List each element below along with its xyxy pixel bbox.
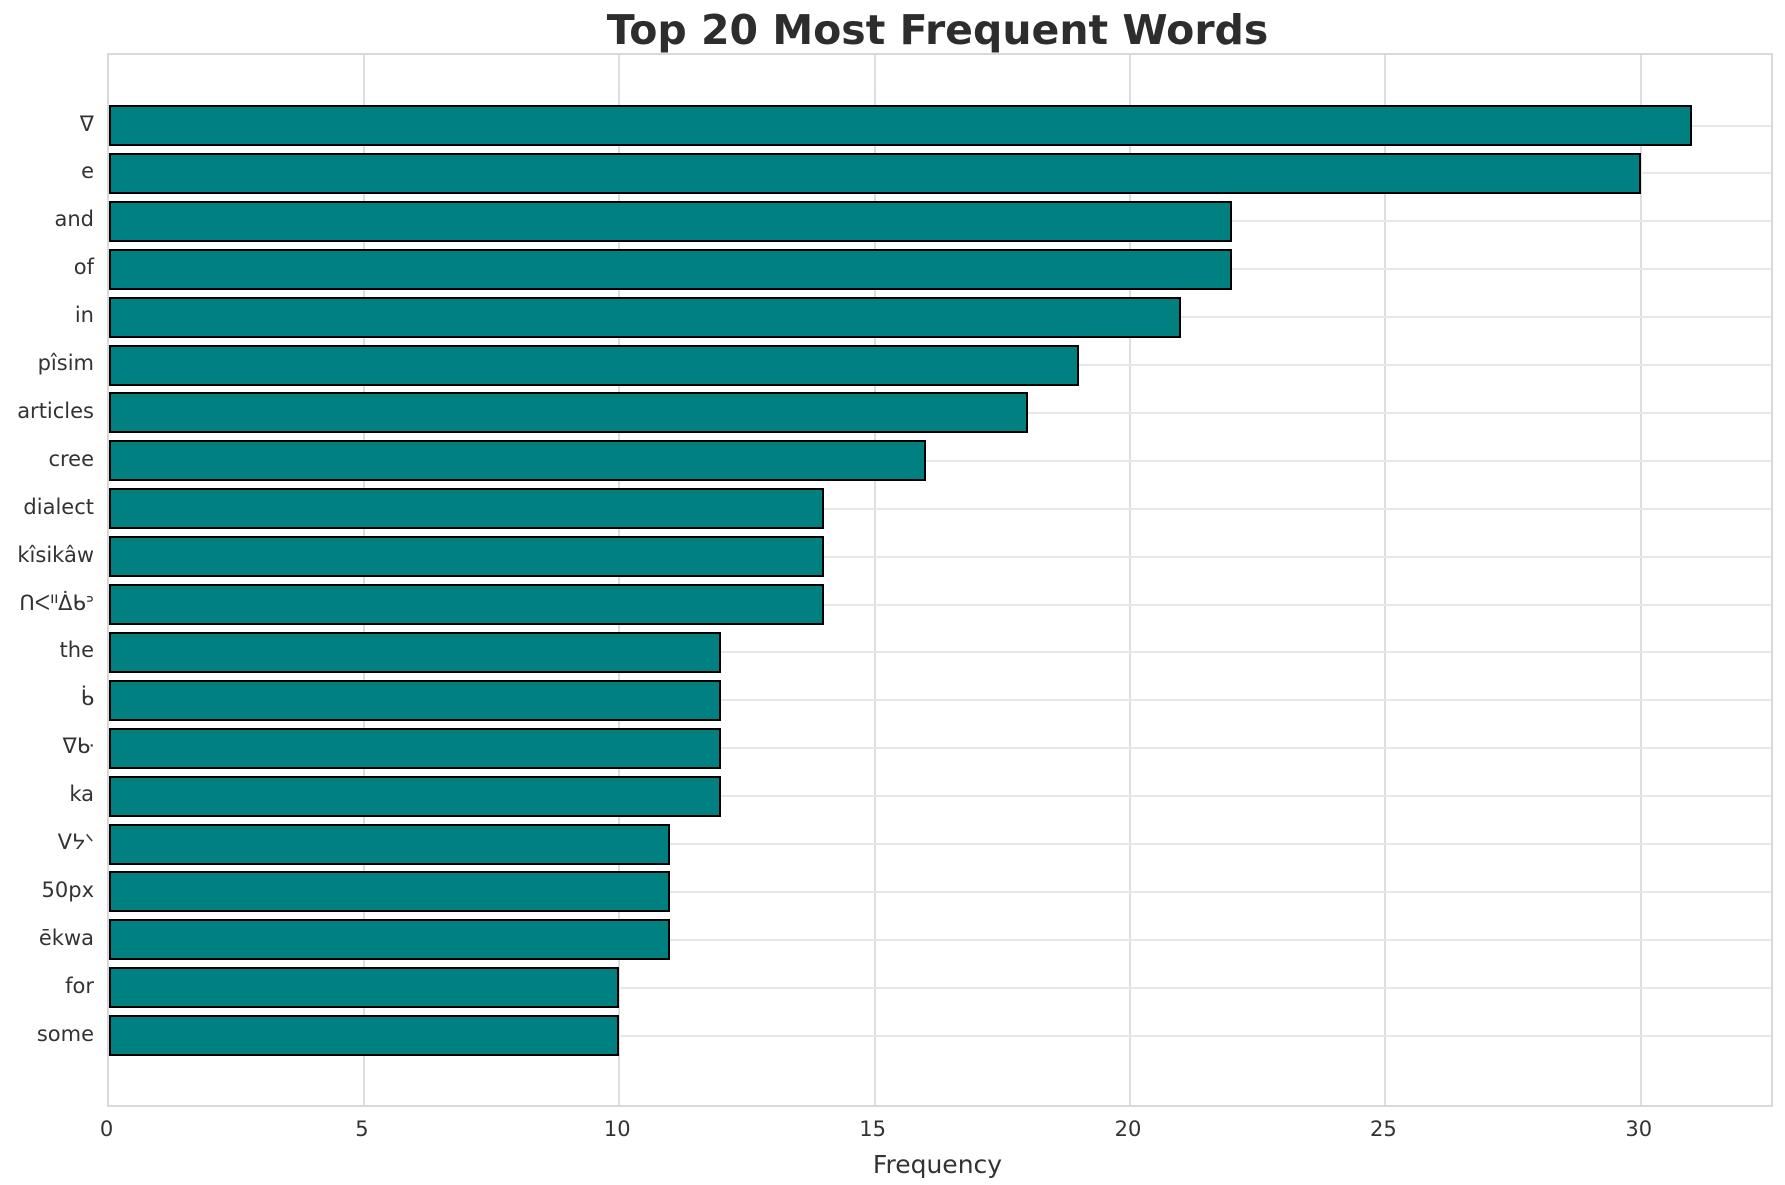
bar <box>108 823 671 865</box>
y-tick-label: pîsim <box>37 351 94 375</box>
x-tick-label: 15 <box>859 1117 886 1141</box>
y-tick-label: the <box>59 638 94 663</box>
y-tick-label: 50px <box>41 877 94 902</box>
gridline-v <box>1129 55 1131 1105</box>
plot-area <box>106 53 1773 1107</box>
gridline-v <box>1384 55 1387 1105</box>
x-tick-label: 10 <box>603 1117 631 1141</box>
bar <box>108 919 671 961</box>
gridline-h <box>108 795 1771 798</box>
x-tick-label: 5 <box>355 1117 369 1141</box>
gridline-v <box>873 55 876 1105</box>
x-tick-label: 25 <box>1370 1117 1397 1141</box>
y-tick-label: cree <box>48 446 94 471</box>
gridline-v <box>618 55 621 1105</box>
y-tick-label: ᐯᔭᐠ <box>57 830 94 854</box>
bar <box>108 488 824 530</box>
chart-title: Top 20 Most Frequent Words <box>606 6 1269 54</box>
y-tick-label: of <box>73 255 94 280</box>
bar <box>108 775 722 817</box>
y-tick-label: ᑳ <box>80 686 94 711</box>
x-axis-label: Frequency <box>872 1150 1003 1179</box>
y-tick-label: ᐁᑿ <box>62 734 95 759</box>
y-tick-label: dialect <box>23 494 94 519</box>
gridline-v <box>362 55 365 1105</box>
bar <box>108 584 824 625</box>
bar <box>108 440 926 482</box>
bar <box>108 344 1079 386</box>
gridline-h <box>108 651 1771 654</box>
gridline-h <box>108 699 1771 702</box>
y-tick-label: and <box>54 207 94 232</box>
gridline-h <box>108 555 1771 558</box>
bar <box>108 105 1692 146</box>
bar <box>108 679 722 721</box>
bar <box>108 392 1028 434</box>
y-tick-label: ka <box>69 782 94 807</box>
y-tick-label: ēkwa <box>38 925 94 950</box>
bar <box>108 200 1233 242</box>
bar <box>108 248 1233 290</box>
bar <box>108 871 671 913</box>
gridline-h <box>108 507 1771 510</box>
bar <box>108 727 722 769</box>
gridline-h <box>108 1034 1771 1037</box>
gridline-h <box>108 890 1771 893</box>
y-tick-label: e <box>81 159 94 184</box>
y-tick-label: for <box>65 973 94 998</box>
gridline-h <box>108 938 1771 941</box>
gridline-h <box>108 747 1771 750</box>
bar <box>108 296 1182 338</box>
y-tick-label: ᑎᐸᐦᐄᑲᐣ <box>19 590 94 615</box>
bar <box>108 967 620 1009</box>
gridline-h <box>108 986 1771 989</box>
bar <box>108 152 1641 194</box>
bar <box>108 536 824 578</box>
x-tick-label: 30 <box>1625 1117 1653 1141</box>
y-tick-label: ᐁ <box>79 111 94 136</box>
gridline-h <box>108 603 1771 606</box>
x-tick-label: 20 <box>1114 1117 1142 1141</box>
x-tick-label: 0 <box>99 1117 114 1141</box>
y-tick-label: kîsikâw <box>17 542 94 567</box>
bar <box>108 631 722 673</box>
y-tick-label: in <box>74 303 94 328</box>
bar <box>108 1015 620 1057</box>
gridline-v <box>1639 55 1642 1105</box>
gridline-h <box>108 459 1771 462</box>
y-tick-label: articles <box>17 398 94 423</box>
gridline-h <box>108 843 1771 845</box>
y-tick-label: some <box>36 1021 94 1046</box>
